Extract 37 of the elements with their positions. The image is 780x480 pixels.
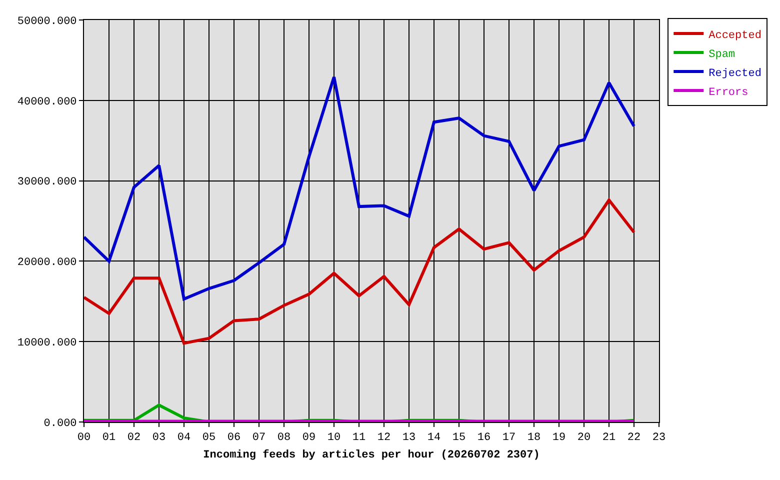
x-tick-label: 17 [502,432,516,444]
legend-label: Rejected [708,68,762,80]
x-tick-label: 01 [102,432,116,444]
x-tick-label: 05 [202,432,216,444]
x-tick-label: 12 [377,432,391,444]
line-series [84,198,636,345]
x-tick-label: 18 [527,432,541,444]
x-tick-label: 23 [652,432,666,444]
y-tick-label: 30000.000 [17,176,77,189]
y-tick-label: 20000.000 [17,257,77,270]
x-tick-label: 15 [452,432,466,444]
x-tick-label: 16 [477,432,491,444]
x-tick-label: 00 [77,432,91,444]
y-tick-label: 0.000 [44,418,77,430]
legend-label: Errors [708,86,748,99]
x-tick-label: 13 [402,432,416,444]
x-tick-label: 11 [352,432,366,444]
x-tick-label: 10 [327,432,341,444]
x-tick-label: 03 [152,432,166,444]
x-tick-label: 08 [277,432,291,444]
x-tick-label: 14 [427,432,441,444]
x-tick-label: 06 [227,432,241,444]
y-tick-label: 50000.000 [17,16,77,28]
legend-label: Accepted [708,30,762,42]
x-tick-label: 20 [577,432,591,444]
x-tick-label: 19 [552,432,566,444]
line-series [84,76,636,300]
x-tick-label: 07 [252,432,266,444]
legend-label: Spam [708,48,736,61]
x-tick-label: 04 [177,432,191,444]
x-tick-label: 02 [127,432,141,444]
y-tick-label: 10000.000 [17,337,77,350]
y-tick-label: 40000.000 [17,96,77,108]
x-tick-label: 22 [627,432,641,444]
x-axis-title: Incoming feeds by articles per hour (20260702 2307) [203,448,540,462]
x-tick-label: 09 [302,432,316,444]
x-tick-label: 21 [602,432,616,444]
